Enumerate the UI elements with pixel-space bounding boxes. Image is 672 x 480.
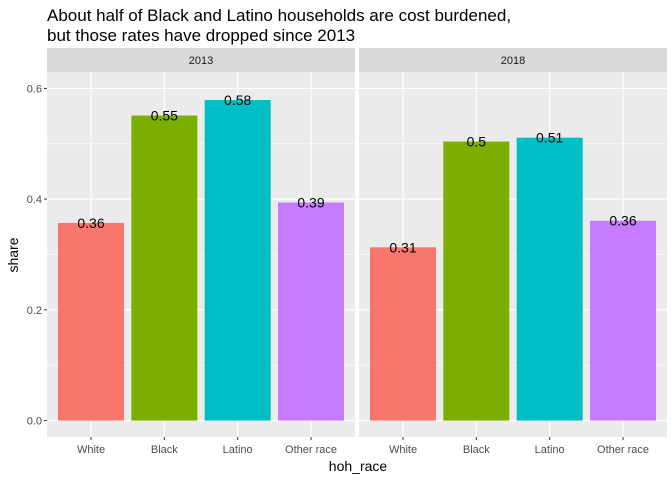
x-tick-label: Latino	[223, 444, 253, 456]
data-label: 0.36	[77, 215, 104, 231]
chart-title-line-2: but those rates have dropped since 2013	[47, 26, 355, 45]
x-axis-title: hoh_race	[329, 458, 388, 474]
bar-2018-other-race	[590, 220, 656, 421]
y-tick-label: 0.0	[27, 416, 42, 428]
chart-title-line-1: About half of Black and Latino household…	[47, 6, 511, 25]
y-axis-title: share	[5, 237, 21, 272]
x-tick-label: Black	[463, 444, 490, 456]
facet-panel-2018: 2018 0.31 0.5 0.51 0.36 White Black Latino Other…	[359, 48, 667, 456]
bar-2013-black	[131, 115, 198, 421]
bar-2018-latino	[516, 137, 583, 421]
x-tick-label: Latino	[535, 444, 565, 456]
data-label: 0.5	[467, 134, 487, 150]
data-label: 0.55	[151, 108, 178, 124]
bar-2018-white	[370, 247, 436, 421]
data-label: 0.51	[536, 130, 563, 146]
y-tick-label: 0.2	[27, 305, 42, 317]
x-tick-label: Black	[151, 444, 178, 456]
bar-2018-black	[443, 141, 510, 421]
data-label: 0.31	[389, 239, 416, 255]
bar-2013-latino	[204, 100, 271, 421]
y-axis: 0.0 0.2 0.4 0.6	[27, 83, 47, 428]
data-label: 0.39	[297, 194, 324, 210]
x-tick-label: Other race	[285, 444, 337, 456]
data-label: 0.58	[224, 92, 251, 108]
facet-strip-label: 2013	[189, 55, 213, 67]
bar-2013-white	[58, 222, 124, 421]
bar-2013-other-race	[278, 202, 344, 421]
x-tick-label: White	[77, 444, 105, 456]
facet-panels: 2013 0.36 0.55 0.58 0.39 White Black Latino Othe…	[47, 48, 667, 456]
y-tick-label: 0.4	[27, 194, 42, 206]
facet-strip	[359, 48, 667, 72]
facet-strip-label: 2018	[501, 55, 525, 67]
x-tick-label: Other race	[597, 444, 649, 456]
y-tick-label: 0.6	[27, 83, 42, 95]
data-label: 0.36	[609, 213, 636, 229]
facet-panel-2013: 2013 0.36 0.55 0.58 0.39 White Black Latino Othe…	[47, 48, 355, 456]
x-tick-label: White	[389, 444, 417, 456]
facet-strip	[47, 48, 355, 72]
